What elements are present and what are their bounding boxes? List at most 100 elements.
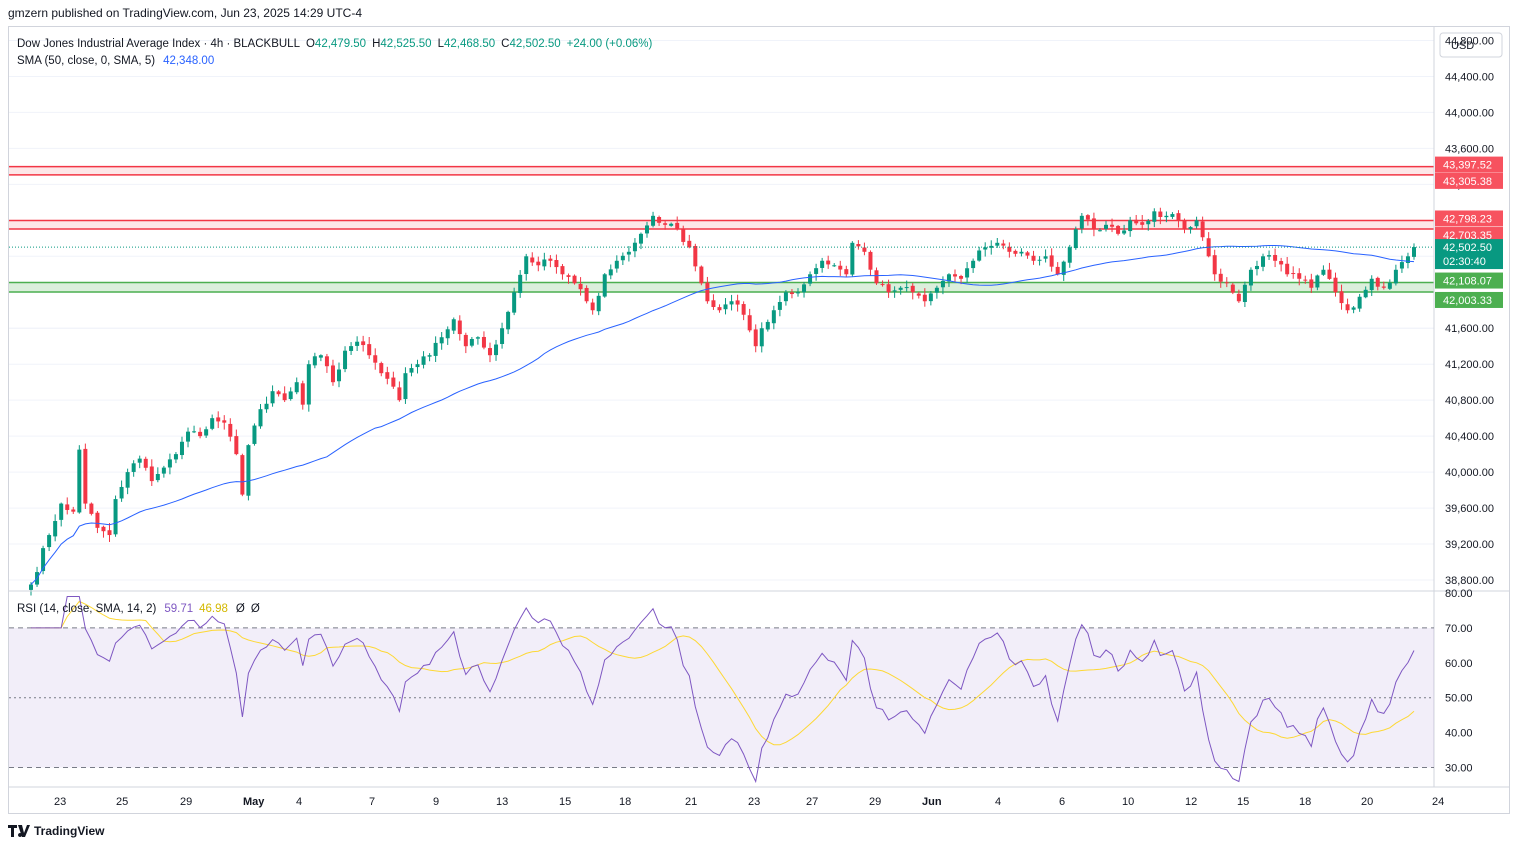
candle-body[interactable] bbox=[1405, 256, 1410, 264]
candle-body[interactable] bbox=[210, 418, 215, 429]
candle-body[interactable] bbox=[669, 223, 674, 226]
candle-body[interactable] bbox=[1303, 279, 1308, 281]
candle-body[interactable] bbox=[928, 293, 933, 302]
candle-body[interactable] bbox=[1182, 220, 1187, 230]
support-zone[interactable] bbox=[9, 282, 1434, 292]
candle-body[interactable] bbox=[282, 393, 287, 401]
candle-body[interactable] bbox=[1007, 246, 1012, 252]
candle-body[interactable] bbox=[953, 274, 958, 277]
candle-body[interactable] bbox=[1110, 224, 1115, 227]
candle-body[interactable] bbox=[934, 287, 939, 293]
candle-body[interactable] bbox=[47, 535, 52, 548]
candle-body[interactable] bbox=[1140, 222, 1145, 225]
candle-body[interactable] bbox=[850, 242, 855, 275]
candle-body[interactable] bbox=[276, 391, 281, 395]
candle-body[interactable] bbox=[270, 391, 275, 404]
candle-body[interactable] bbox=[536, 261, 541, 266]
candle-body[interactable] bbox=[789, 292, 794, 295]
candle-body[interactable] bbox=[554, 260, 559, 268]
candle-body[interactable] bbox=[343, 350, 348, 370]
candle-body[interactable] bbox=[711, 300, 716, 308]
candle-body[interactable] bbox=[463, 334, 468, 347]
candle-body[interactable] bbox=[318, 355, 323, 358]
candle-body[interactable] bbox=[427, 355, 432, 357]
candle-body[interactable] bbox=[693, 245, 698, 267]
candle-body[interactable] bbox=[457, 320, 462, 335]
candle-body[interactable] bbox=[330, 365, 335, 383]
candle-body[interactable] bbox=[1224, 282, 1229, 284]
candle-body[interactable] bbox=[729, 301, 734, 305]
candle-body[interactable] bbox=[77, 449, 82, 513]
candle-body[interactable] bbox=[1267, 255, 1272, 257]
candle-body[interactable] bbox=[83, 448, 88, 504]
candle-body[interactable] bbox=[578, 283, 583, 290]
candle-body[interactable] bbox=[379, 363, 384, 374]
price-axis[interactable]: 44,800.0044,400.0044,000.0043,600.0043,2… bbox=[1445, 35, 1494, 587]
candle-body[interactable] bbox=[1122, 230, 1127, 234]
candle-body[interactable] bbox=[337, 369, 342, 382]
candle-body[interactable] bbox=[681, 228, 686, 242]
candle-body[interactable] bbox=[765, 321, 770, 330]
candle-body[interactable] bbox=[1049, 255, 1054, 267]
candle-body[interactable] bbox=[161, 467, 166, 474]
candle-body[interactable] bbox=[602, 274, 607, 297]
candle-body[interactable] bbox=[705, 282, 710, 302]
candle-body[interactable] bbox=[198, 431, 203, 437]
candle-body[interactable] bbox=[1412, 247, 1416, 257]
candle-body[interactable] bbox=[1345, 304, 1350, 311]
candle-body[interactable] bbox=[874, 270, 879, 284]
candle-body[interactable] bbox=[1037, 259, 1042, 261]
candle-body[interactable] bbox=[264, 403, 269, 410]
candle-body[interactable] bbox=[1273, 254, 1278, 261]
candle-body[interactable] bbox=[1019, 251, 1024, 254]
candle-body[interactable] bbox=[59, 503, 64, 520]
candle-body[interactable] bbox=[234, 436, 239, 455]
candle-body[interactable] bbox=[1351, 307, 1356, 310]
candle-body[interactable] bbox=[795, 292, 800, 294]
candle-body[interactable] bbox=[349, 346, 354, 351]
candle-body[interactable] bbox=[910, 285, 915, 293]
candle-body[interactable] bbox=[977, 250, 982, 261]
candle-body[interactable] bbox=[324, 356, 329, 367]
candle-body[interactable] bbox=[614, 260, 619, 269]
candle-body[interactable] bbox=[771, 310, 776, 324]
candle-body[interactable] bbox=[258, 409, 263, 427]
candle-body[interactable] bbox=[940, 280, 945, 288]
candle-body[interactable] bbox=[687, 240, 692, 248]
candle-body[interactable] bbox=[1025, 252, 1030, 256]
candle-body[interactable] bbox=[1230, 284, 1235, 293]
candle-body[interactable] bbox=[1055, 266, 1060, 275]
candle-body[interactable] bbox=[741, 304, 746, 315]
resistance-zone[interactable] bbox=[9, 220, 1434, 230]
candle-body[interactable] bbox=[445, 329, 450, 339]
candle-body[interactable] bbox=[814, 268, 819, 274]
candle-body[interactable] bbox=[1170, 214, 1175, 217]
candle-body[interactable] bbox=[192, 431, 197, 433]
candle-body[interactable] bbox=[663, 223, 668, 225]
candle-body[interactable] bbox=[560, 266, 565, 275]
candle-body[interactable] bbox=[904, 287, 909, 289]
candle-body[interactable] bbox=[409, 368, 414, 373]
candle-body[interactable] bbox=[1013, 250, 1018, 254]
candle-body[interactable] bbox=[421, 356, 426, 365]
candle-body[interactable] bbox=[1164, 215, 1169, 218]
candle-body[interactable] bbox=[753, 329, 758, 347]
chart-canvas[interactable]: Dow Jones Industrial Average Index · 4h … bbox=[9, 27, 1509, 813]
candle-body[interactable] bbox=[494, 344, 499, 356]
candle-body[interactable] bbox=[222, 420, 227, 423]
candle-body[interactable] bbox=[717, 307, 722, 311]
candle-body[interactable] bbox=[500, 328, 505, 344]
candle-body[interactable] bbox=[965, 268, 970, 278]
candle-body[interactable] bbox=[1116, 225, 1121, 234]
chart-frame[interactable]: Dow Jones Industrial Average Index · 4h … bbox=[8, 26, 1510, 814]
candle-body[interactable] bbox=[385, 372, 390, 379]
candle-body[interactable] bbox=[916, 293, 921, 296]
candle-body[interactable] bbox=[1128, 220, 1133, 232]
candle-body[interactable] bbox=[880, 284, 885, 286]
resistance-zone[interactable] bbox=[9, 166, 1434, 175]
candle-body[interactable] bbox=[530, 257, 535, 263]
candle-body[interactable] bbox=[1387, 282, 1392, 289]
candle-body[interactable] bbox=[361, 341, 366, 346]
candle-body[interactable] bbox=[946, 274, 951, 282]
candle-body[interactable] bbox=[645, 225, 650, 234]
